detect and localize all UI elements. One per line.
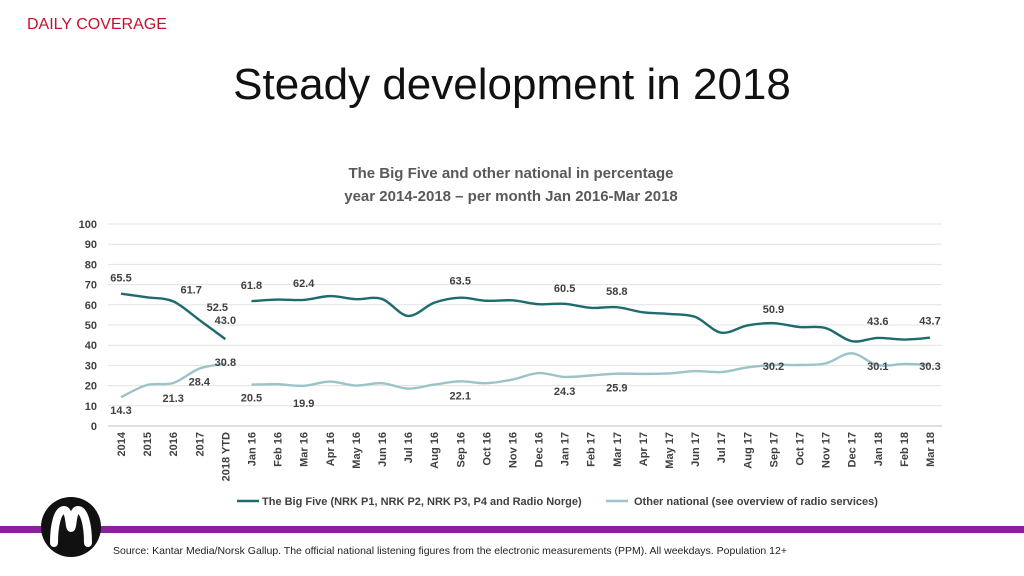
data-label: 62.4	[293, 278, 315, 290]
legend-label-other-national: Other national (see overview of radio se…	[634, 496, 878, 508]
x-tick-label: Mar 16	[299, 432, 311, 467]
data-label: 24.3	[554, 386, 575, 398]
chart-title-block: The Big Five and other national in perce…	[211, 162, 811, 208]
y-tick-label: 10	[85, 401, 97, 413]
data-label: 58.8	[606, 286, 627, 298]
y-tick-label: 60	[85, 300, 97, 312]
series-line-other-national	[251, 352, 931, 390]
chart-subtitle: year 2014-2018 – per month Jan 2016-Mar …	[344, 188, 678, 205]
x-tick-label: Feb 16	[273, 432, 285, 467]
x-tick-label: May 17	[664, 432, 676, 469]
source-note: Source: Kantar Media/Norsk Gallup. The o…	[113, 545, 787, 557]
data-label: 43.0	[215, 315, 236, 327]
x-tick-label: May 16	[351, 432, 363, 469]
data-label: 30.8	[215, 357, 236, 369]
data-label: 21.3	[162, 393, 183, 405]
x-tick-label: Jun 17	[690, 432, 702, 467]
data-label: 63.5	[450, 276, 471, 288]
x-axis: 2014 2015 2016 2017 2018 YTD Jan 16 Feb 16 Mar …	[116, 431, 937, 481]
series-line-other-national	[120, 362, 226, 399]
data-label: 61.8	[241, 280, 262, 292]
y-tick-label: 0	[91, 421, 97, 433]
x-tick-label: Mar 17	[612, 432, 624, 467]
y-tick-label: 40	[85, 340, 97, 352]
x-tick-label: Jun 16	[377, 432, 389, 467]
chart-legend: The Big Five (NRK P1, NRK P2, NRK P3, P4…	[237, 496, 878, 508]
x-tick-label: Oct 16	[481, 432, 493, 466]
x-tick-label: Sep 16	[455, 432, 467, 467]
series-line-big-five	[251, 294, 931, 343]
data-label: 25.9	[606, 383, 627, 395]
x-tick-label: Nov 17	[821, 432, 833, 468]
page-title: Steady development in 2018	[233, 60, 791, 109]
x-tick-label: 2014	[116, 431, 128, 456]
x-tick-label: Apr 16	[325, 432, 337, 466]
x-tick-label: Dec 17	[847, 432, 859, 467]
x-tick-label: Jul 17	[716, 432, 728, 463]
chart-title: The Big Five and other national in perce…	[348, 165, 674, 182]
accent-bar	[0, 526, 1024, 533]
nrk-logo-icon	[40, 496, 102, 558]
x-tick-label: Jan 18	[873, 432, 885, 466]
y-tick-label: 20	[85, 381, 97, 393]
x-tick-label: Jan 17	[560, 432, 572, 466]
section-kicker: DAILY COVERAGE	[27, 16, 167, 33]
data-label: 30.1	[867, 361, 888, 373]
x-tick-label: Oct 17	[795, 432, 807, 466]
legend-label-big-five: The Big Five (NRK P1, NRK P2, NRK P3, P4…	[262, 496, 582, 508]
data-label: 52.5	[207, 302, 228, 314]
data-label: 30.2	[763, 361, 784, 373]
y-axis: 0 10 20 30 40 50 60 70 80 90 100	[79, 219, 97, 433]
x-tick-label: Feb 17	[586, 432, 598, 467]
x-tick-label: Jan 16	[246, 432, 258, 466]
x-tick-label: Sep 17	[768, 432, 780, 467]
x-tick-label: Feb 18	[899, 432, 911, 467]
data-label: 20.5	[241, 393, 262, 405]
data-label: 43.6	[867, 316, 888, 328]
data-label: 19.9	[293, 398, 314, 410]
data-labels: 65.5 61.7 52.543.0 61.8 62.4 63.5 60.5 58.8 50.9…	[110, 273, 940, 417]
series-line-big-five	[120, 292, 227, 341]
data-label: 30.3	[919, 361, 940, 373]
x-tick-label: Apr 17	[638, 432, 650, 466]
x-tick-label: 2016	[168, 432, 180, 456]
chart-series	[120, 292, 931, 399]
x-tick-label: 2017	[194, 432, 206, 456]
y-tick-label: 80	[85, 259, 97, 271]
x-tick-label: Jul 16	[403, 432, 415, 463]
chart-gridlines	[108, 223, 942, 427]
x-tick-label: 2018 YTD	[220, 432, 232, 481]
y-tick-label: 100	[79, 219, 97, 231]
data-label: 43.7	[919, 316, 940, 328]
y-tick-label: 30	[85, 360, 97, 372]
y-tick-label: 90	[85, 239, 97, 251]
x-tick-label: Mar 18	[925, 432, 937, 467]
data-label: 50.9	[763, 304, 784, 316]
x-tick-label: Dec 16	[534, 432, 546, 467]
data-label: 28.4	[189, 377, 211, 389]
data-label: 65.5	[110, 273, 131, 285]
data-label: 61.7	[180, 284, 201, 296]
x-tick-label: Aug 16	[429, 432, 441, 469]
x-tick-label: Aug 17	[742, 432, 754, 469]
x-tick-label: Nov 16	[507, 432, 519, 468]
data-label: 14.3	[110, 405, 131, 417]
data-label: 22.1	[450, 390, 471, 402]
x-tick-label: 2015	[142, 432, 154, 456]
y-tick-label: 50	[85, 320, 97, 332]
data-label: 60.5	[554, 283, 575, 295]
y-tick-label: 70	[85, 280, 97, 292]
